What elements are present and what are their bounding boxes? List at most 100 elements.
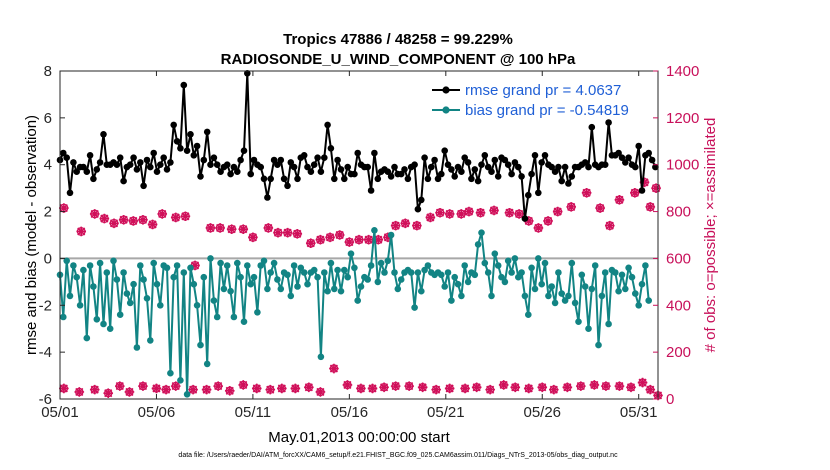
rmse-data-point — [488, 168, 495, 175]
bias-data-point — [300, 269, 308, 276]
bias-data-point — [93, 316, 101, 323]
bias-data-point — [274, 276, 281, 283]
rmse-data-point — [267, 175, 275, 183]
obs-assimilated-marker — [89, 209, 100, 219]
rmse-data-point — [250, 156, 258, 164]
rmse-data-point — [384, 168, 392, 175]
bias-data-point — [63, 257, 70, 265]
obs-assimilated-marker-low — [404, 381, 414, 391]
obs-assimilated-marker — [630, 188, 640, 198]
rmse-data-point — [411, 161, 418, 168]
obs-assimilated-marker — [651, 183, 661, 193]
rmse-data-point — [351, 170, 358, 178]
bias-data-point — [351, 264, 358, 272]
legend-bias-marker — [442, 106, 450, 114]
bias-data-point — [247, 280, 254, 288]
bias-data-point — [297, 264, 305, 272]
rmse-data-point — [418, 196, 425, 204]
obs-assimilated-marker-low — [342, 380, 353, 390]
legend-rmse-label: rmse grand pr = 4.0637 — [465, 82, 621, 99]
y-right-tick-label: 800 — [666, 204, 691, 221]
bias-data-point — [267, 269, 275, 276]
rmse-data-point — [157, 161, 164, 168]
obs-assimilated-marker — [645, 202, 656, 212]
obs-assimilated-marker — [552, 206, 563, 217]
obs-assimilated-marker — [59, 203, 69, 213]
rmse-data-point — [397, 170, 405, 178]
bias-data-point — [521, 292, 529, 300]
rmse-data-point — [354, 149, 362, 157]
bias-data-point — [471, 271, 479, 279]
obs-assimilated-marker — [543, 216, 553, 226]
bias-data-point — [635, 302, 642, 309]
rmse-data-point — [240, 147, 248, 154]
rmse-data-point — [150, 149, 157, 157]
obs-assimilated-marker — [190, 260, 200, 271]
bias-data-point — [290, 262, 298, 269]
obs-assimilated-marker — [147, 219, 158, 230]
obs-assimilated-marker — [425, 212, 436, 223]
bias-data-point — [143, 295, 151, 302]
bias-data-point — [525, 311, 532, 319]
legend: rmse grand pr = 4.0637 bias grand pr = -… — [432, 82, 629, 119]
rmse-data-point — [515, 163, 522, 171]
rmse-data-point — [471, 166, 479, 173]
rmse-data-point — [324, 121, 331, 129]
rmse-data-point — [494, 173, 502, 180]
rmse-data-point — [461, 154, 469, 161]
bias-data-point — [317, 353, 325, 361]
rmse-data-point — [615, 149, 622, 157]
rmse-data-point — [434, 175, 442, 183]
rmse-data-point — [468, 175, 475, 183]
obs-assimilated-marker — [504, 207, 515, 218]
obs-assimilated-marker-low — [601, 381, 611, 391]
rmse-data-point — [428, 163, 435, 171]
bias-data-point — [270, 259, 278, 267]
obs-assimilated-marker — [412, 220, 422, 231]
rmse-data-point — [86, 152, 94, 159]
rmse-data-point — [531, 152, 539, 159]
bias-data-point — [612, 269, 619, 276]
rmse-data-point — [337, 166, 345, 173]
obs-assimilated-marker — [344, 237, 355, 247]
bias-data-point — [321, 269, 328, 276]
rmse-data-point — [648, 156, 656, 164]
obs-assimilated-marker-low — [161, 384, 171, 395]
rmse-data-point — [341, 175, 348, 183]
y-left-tick-label: 0 — [44, 250, 52, 267]
bias-data-point — [250, 273, 258, 281]
rmse-data-point — [414, 205, 422, 213]
rmse-data-point — [541, 152, 549, 159]
bias-data-point — [210, 297, 218, 304]
obs-assimilated-marker-low — [367, 383, 378, 394]
bias-data-point — [157, 302, 164, 309]
rmse-data-point — [478, 161, 485, 168]
rmse-data-point — [508, 170, 515, 178]
bias-data-point — [80, 266, 87, 274]
rmse-data-point — [565, 180, 572, 187]
obs-assimilated-marker-low — [265, 384, 276, 395]
obs-assimilated-marker — [354, 234, 364, 245]
rmse-data-point — [83, 168, 91, 175]
obs-assimilated-marker — [128, 216, 139, 226]
obs-assimilated-marker — [444, 209, 455, 219]
obs-assimilated-marker-low — [498, 380, 509, 390]
bias-data-point — [213, 313, 221, 321]
bias-data-point — [407, 269, 415, 276]
rmse-data-point — [404, 175, 412, 183]
obs-assimilated-marker — [595, 203, 605, 213]
bias-data-point — [511, 255, 519, 262]
obs-assimilated-marker — [566, 202, 576, 212]
bias-data-point — [397, 276, 405, 283]
rmse-data-point — [140, 182, 147, 190]
bias-data-point — [113, 276, 121, 283]
obs-assimilated-marker — [248, 232, 258, 243]
bias-data-point — [304, 280, 311, 288]
y-axis-left-ticks: -6 -4 -2 0 2 4 6 8 — [39, 63, 65, 408]
rmse-data-point — [551, 168, 559, 175]
bias-data-point — [565, 292, 572, 300]
rmse-data-point — [484, 163, 492, 171]
bias-data-point — [387, 231, 395, 239]
bias-data-point — [545, 292, 552, 300]
rmse-data-point — [190, 152, 198, 159]
